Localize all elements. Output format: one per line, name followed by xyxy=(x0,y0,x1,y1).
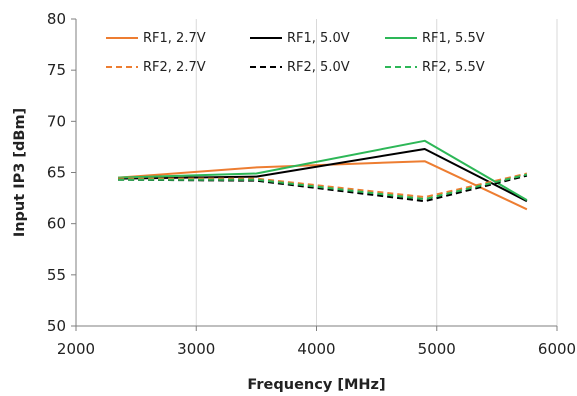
y-tick-label: 70 xyxy=(47,112,66,130)
x-tick-label: 2000 xyxy=(57,340,95,358)
legend: RF1, 2.7V RF1, 5.0V RF1, 5.5V RF2, 2.7V RF2,… xyxy=(106,31,485,75)
axis-layer: 50 55 60 65 70 75 80 2000 3000 4000 5000 6000 xyxy=(47,10,576,358)
legend-label-6: RF2, 5.5V xyxy=(422,60,485,75)
x-tick-label: 3000 xyxy=(177,340,215,358)
x-tick-label: 4000 xyxy=(297,340,335,358)
y-tick-label: 65 xyxy=(47,164,66,182)
series-line-6 xyxy=(118,173,528,201)
legend-label-1: RF1, 2.7V xyxy=(143,31,206,46)
series-line-3 xyxy=(118,139,528,201)
y-tick-label: 55 xyxy=(47,266,66,284)
legend-label-4: RF2, 2.7V xyxy=(143,60,206,75)
series-layer xyxy=(118,139,528,211)
x-axis-title: Frequency [MHz] xyxy=(247,377,385,393)
grid-layer xyxy=(195,19,558,326)
legend-label-2: RF1, 5.0V xyxy=(287,31,350,46)
legend-label-3: RF1, 5.5V xyxy=(422,31,485,46)
x-tick-label: 5000 xyxy=(418,340,456,358)
legend-label-5: RF2, 5.0V xyxy=(287,60,350,75)
y-axis-title: Input IP3 [dBm] xyxy=(12,108,28,237)
series-line-4 xyxy=(118,172,528,199)
series-line-2 xyxy=(118,148,528,203)
y-tick-label: 75 xyxy=(47,61,66,79)
y-tick-label: 50 xyxy=(47,317,66,335)
x-tick-label: 6000 xyxy=(538,340,576,358)
y-tick-label: 60 xyxy=(47,215,66,233)
y-tick-label: 80 xyxy=(47,10,66,28)
series-line-5 xyxy=(118,174,528,203)
